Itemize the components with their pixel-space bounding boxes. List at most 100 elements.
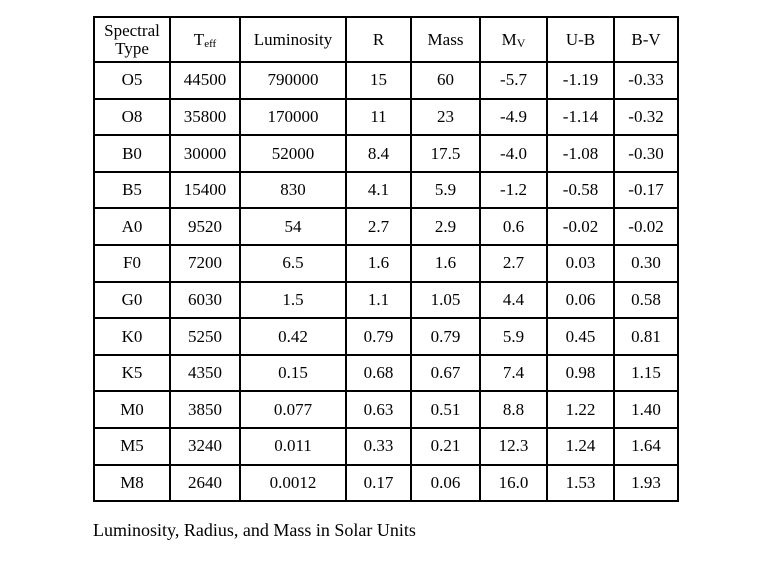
cell-mv: 5.9: [479, 317, 548, 356]
cell-u-b: 0.06: [546, 280, 615, 320]
cell-teff: 9520: [169, 207, 241, 246]
cell-mv: -4.0: [479, 134, 548, 173]
cell-b-v: 0.58: [613, 280, 679, 320]
cell-mv: 7.4: [479, 353, 548, 393]
cell-b-v: 1.15: [613, 353, 679, 393]
cell-mass: 60: [410, 61, 481, 100]
cell-u-b: -1.19: [546, 61, 615, 100]
table-row: B5 15400 830 4.1 5.9 -1.2 -0.58 -0.17: [93, 170, 679, 210]
cell-u-b: 1.53: [546, 463, 615, 503]
cell-radius: 11: [345, 97, 412, 137]
cell-spectral-type: F0: [93, 243, 171, 283]
cell-mv: -4.9: [479, 97, 548, 137]
cell-b-v: -0.33: [613, 61, 679, 100]
cell-mass: 17.5: [410, 134, 481, 173]
cell-mv: 2.7: [479, 243, 548, 283]
cell-mass: 1.05: [410, 280, 481, 320]
header-mass: Mass: [410, 16, 481, 63]
stellar-properties-table: Spectral Type Teff Luminosity R Mass MV …: [93, 16, 679, 503]
cell-teff: 15400: [169, 170, 241, 210]
cell-b-v: -0.02: [613, 207, 679, 246]
cell-u-b: -0.58: [546, 170, 615, 210]
cell-spectral-type: A0: [93, 207, 171, 246]
header-teff-main: T: [193, 29, 205, 49]
header-radius: R: [345, 16, 412, 63]
cell-teff: 5250: [169, 317, 241, 356]
table-caption: Luminosity, Radius, and Mass in Solar Un…: [93, 520, 416, 540]
cell-u-b: 0.98: [546, 353, 615, 393]
cell-luminosity: 830: [239, 170, 347, 210]
cell-b-v: 1.64: [613, 426, 679, 466]
header-teff-subscript: eff: [204, 37, 217, 50]
header-b-v: B-V: [613, 16, 679, 63]
cell-u-b: 1.22: [546, 390, 615, 429]
cell-teff: 4350: [169, 353, 241, 393]
cell-radius: 15: [345, 61, 412, 100]
cell-mv: 12.3: [479, 426, 548, 466]
cell-luminosity: 0.077: [239, 390, 347, 429]
header-mv: MV: [479, 16, 548, 63]
cell-radius: 2.7: [345, 207, 412, 246]
header-mv-main: M: [501, 29, 517, 49]
header-spectral-type: Spectral Type: [93, 16, 171, 63]
cell-b-v: -0.32: [613, 97, 679, 137]
cell-mv: -5.7: [479, 61, 548, 100]
cell-teff: 35800: [169, 97, 241, 137]
cell-b-v: -0.30: [613, 134, 679, 173]
cell-spectral-type: M5: [93, 426, 171, 466]
cell-luminosity: 790000: [239, 61, 347, 100]
cell-spectral-type: G0: [93, 280, 171, 320]
cell-luminosity: 1.5: [239, 280, 347, 320]
cell-luminosity: 52000: [239, 134, 347, 173]
cell-radius: 0.17: [345, 463, 412, 503]
cell-mass: 0.51: [410, 390, 481, 429]
table-row: K5 4350 0.15 0.68 0.67 7.4 0.98 1.15: [93, 353, 679, 393]
cell-teff: 44500: [169, 61, 241, 100]
cell-u-b: -1.14: [546, 97, 615, 137]
header-teff: Teff: [169, 16, 241, 63]
cell-teff: 6030: [169, 280, 241, 320]
cell-luminosity: 0.0012: [239, 463, 347, 503]
table-row: M5 3240 0.011 0.33 0.21 12.3 1.24 1.64: [93, 426, 679, 466]
cell-mv: 16.0: [479, 463, 548, 503]
stellar-properties-table-container: Spectral Type Teff Luminosity R Mass MV …: [93, 16, 679, 503]
cell-mass: 0.21: [410, 426, 481, 466]
cell-radius: 0.33: [345, 426, 412, 466]
cell-luminosity: 54: [239, 207, 347, 246]
cell-b-v: 1.40: [613, 390, 679, 429]
cell-u-b: -1.08: [546, 134, 615, 173]
cell-mv: -1.2: [479, 170, 548, 210]
header-u-b: U-B: [546, 16, 615, 63]
cell-radius: 4.1: [345, 170, 412, 210]
cell-spectral-type: K0: [93, 317, 171, 356]
cell-b-v: -0.17: [613, 170, 679, 210]
cell-luminosity: 0.011: [239, 426, 347, 466]
cell-radius: 8.4: [345, 134, 412, 173]
table-row: O8 35800 170000 11 23 -4.9 -1.14 -0.32: [93, 97, 679, 137]
cell-mass: 23: [410, 97, 481, 137]
table-row: K0 5250 0.42 0.79 0.79 5.9 0.45 0.81: [93, 317, 679, 356]
cell-spectral-type: B5: [93, 170, 171, 210]
cell-u-b: 1.24: [546, 426, 615, 466]
table-row: M0 3850 0.077 0.63 0.51 8.8 1.22 1.40: [93, 390, 679, 429]
cell-spectral-type: O5: [93, 61, 171, 100]
cell-mass: 0.67: [410, 353, 481, 393]
cell-luminosity: 6.5: [239, 243, 347, 283]
cell-spectral-type: O8: [93, 97, 171, 137]
cell-teff: 3240: [169, 426, 241, 466]
table-body: O5 44500 790000 15 60 -5.7 -1.19 -0.33 O8 35800 17…: [93, 61, 679, 503]
cell-teff: 30000: [169, 134, 241, 173]
table-row: M8 2640 0.0012 0.17 0.06 16.0 1.53 1.93: [93, 463, 679, 503]
cell-mass: 0.06: [410, 463, 481, 503]
cell-u-b: 0.45: [546, 317, 615, 356]
header-mv-subscript: V: [516, 35, 526, 50]
cell-luminosity: 0.15: [239, 353, 347, 393]
cell-radius: 0.68: [345, 353, 412, 393]
table-row: O5 44500 790000 15 60 -5.7 -1.19 -0.33: [93, 61, 679, 100]
cell-u-b: -0.02: [546, 207, 615, 246]
cell-b-v: 0.81: [613, 317, 679, 356]
cell-b-v: 0.30: [613, 243, 679, 283]
cell-luminosity: 0.42: [239, 317, 347, 356]
header-luminosity: Luminosity: [239, 16, 347, 63]
cell-luminosity: 170000: [239, 97, 347, 137]
